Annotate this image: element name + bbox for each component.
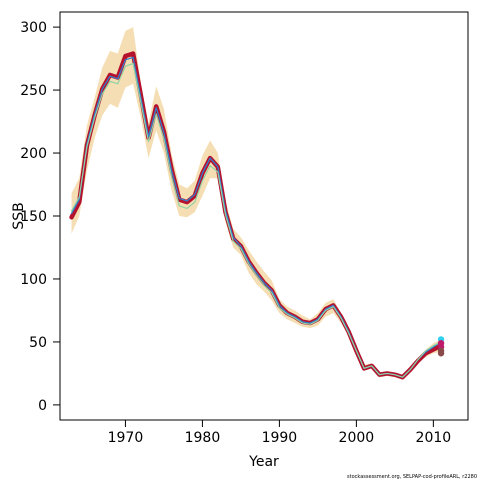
end-point-layer bbox=[437, 336, 445, 357]
x-tick-label: 1980 bbox=[185, 430, 221, 446]
y-tick-label: 300 bbox=[20, 20, 47, 36]
y-tick-label: 0 bbox=[38, 398, 47, 414]
x-tick-label: 1970 bbox=[108, 430, 144, 446]
x-axis: 1970 1980 1990 2000 2010 bbox=[108, 420, 452, 446]
y-tick-label: 150 bbox=[20, 209, 47, 225]
x-tick-label: 2010 bbox=[416, 430, 452, 446]
series-layer bbox=[69, 51, 444, 380]
confidence-band bbox=[71, 27, 442, 380]
confidence-band-layer bbox=[71, 27, 442, 380]
x-tick-label: 2000 bbox=[339, 430, 375, 446]
credit-text: stockassessment.org, SELPAP-cod-profileA… bbox=[347, 474, 477, 480]
x-tick-label: 1990 bbox=[262, 430, 298, 446]
y-tick-label: 100 bbox=[20, 272, 47, 288]
series-line-2 bbox=[70, 56, 442, 378]
y-tick-label: 200 bbox=[20, 146, 47, 162]
y-tick-label: 250 bbox=[20, 83, 47, 99]
y-axis: 0 50 100 150 200 250 300 bbox=[20, 20, 60, 414]
x-axis-title: Year bbox=[248, 454, 279, 470]
y-axis-title: SSB bbox=[11, 202, 27, 229]
series-line-3 bbox=[70, 63, 442, 378]
series-line-1 bbox=[69, 51, 444, 380]
end-point-marker bbox=[437, 350, 445, 357]
y-tick-label: 50 bbox=[29, 335, 47, 351]
